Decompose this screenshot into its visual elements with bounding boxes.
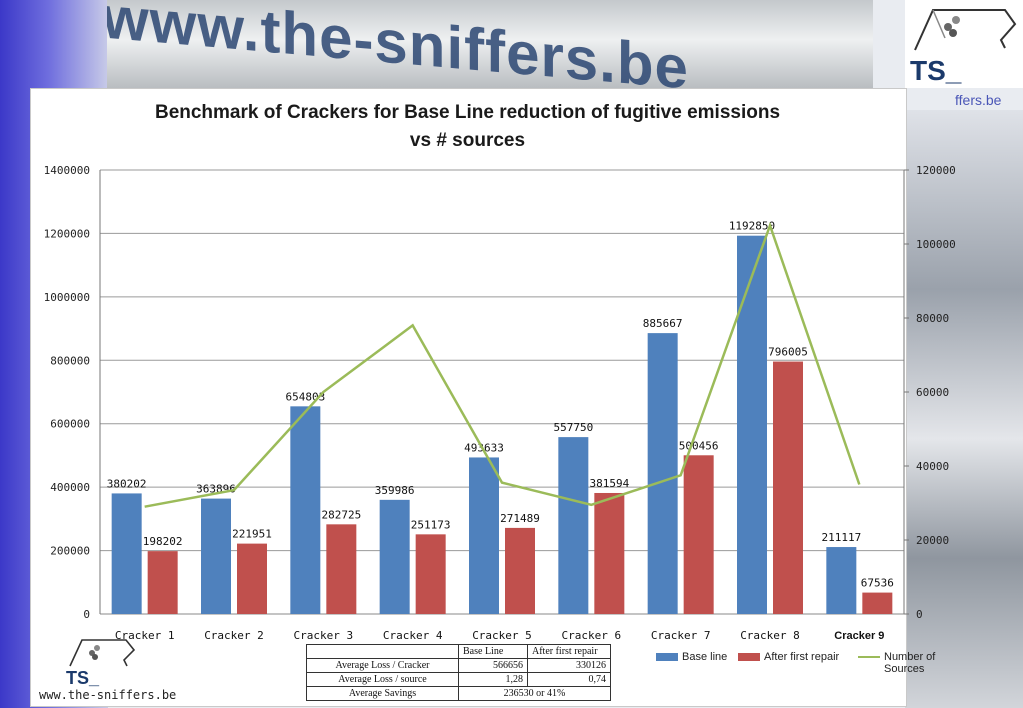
legend-repair: After first repair — [738, 651, 839, 663]
summary-row-savings: 236530 or 41% — [458, 686, 611, 701]
y-tick-label: 1200000 — [44, 227, 90, 240]
x-tick-label: Cracker 6 — [562, 629, 622, 642]
data-label: 885667 — [643, 317, 683, 330]
summary-row: Average Savings 236530 or 41% — [306, 686, 611, 701]
y-tick-label: 1000000 — [44, 291, 90, 304]
data-label: 198202 — [143, 535, 183, 548]
number-of-sources-line — [144, 221, 861, 508]
summary-row-label: Average Loss / source — [306, 672, 459, 687]
base-line-bar — [379, 499, 410, 614]
summary-table: Base Line After first repair Average Los… — [306, 644, 611, 701]
y2-tick-label: 120000 — [916, 164, 956, 177]
data-label: 557750 — [553, 421, 593, 434]
legend-base-swatch — [656, 653, 678, 662]
after-repair-bar — [505, 527, 535, 614]
x-tick-label: Cracker 5 — [472, 629, 532, 642]
after-repair-bar — [147, 551, 178, 614]
y-tick-label: 800000 — [50, 354, 90, 367]
y-tick-label: 200000 — [50, 545, 90, 558]
x-tick-label: Cracker 3 — [294, 629, 354, 642]
ts-logo-top: TS_ — [905, 0, 1023, 88]
summary-row-after: 0,74 — [527, 672, 611, 687]
x-tick-label: Cracker 1 — [115, 629, 175, 642]
summary-row-base: 566656 — [458, 658, 528, 673]
website-banner: www.the-sniffers.be — [107, 0, 873, 88]
legend-repair-label: After first repair — [764, 651, 840, 663]
after-repair-bar — [862, 592, 893, 614]
y2-tick-label: 100000 — [916, 238, 956, 251]
base-line-bar — [737, 235, 767, 614]
summary-row: Average Loss / Cracker 566656 330126 — [306, 658, 611, 673]
legend-repair-swatch — [738, 653, 760, 662]
after-repair-bar — [326, 524, 357, 614]
summary-header-empty — [306, 644, 459, 659]
base-line-bar — [647, 333, 678, 614]
data-label: 381594 — [589, 477, 629, 490]
logo-text: TS_ — [910, 55, 962, 86]
data-label: 380202 — [107, 477, 147, 490]
data-label: 359986 — [375, 484, 415, 497]
data-label: 67536 — [861, 577, 894, 590]
legend-sources: Number of Sources — [858, 651, 935, 675]
summary-row: Average Loss / source 1,28 0,74 — [306, 672, 611, 687]
ts-logo-small-icon: TS_ — [66, 639, 136, 688]
data-label: 221951 — [232, 528, 272, 541]
data-label: 271489 — [500, 512, 540, 525]
after-repair-bar — [237, 543, 267, 614]
after-repair-bar — [773, 361, 803, 614]
legend-sources-label-2: Sources — [884, 663, 925, 675]
summary-row-label: Average Loss / Cracker — [306, 658, 459, 673]
data-label: 211117 — [821, 531, 861, 544]
data-label: 796005 — [768, 346, 808, 359]
data-label: 493633 — [464, 441, 504, 454]
legend-base-label: Base line — [682, 651, 728, 663]
base-line-bar — [290, 406, 321, 614]
legend-sources-swatch — [858, 656, 880, 659]
x-tick-label: Cracker 7 — [651, 629, 711, 642]
data-label: 251173 — [411, 518, 451, 531]
right-background-image — [905, 110, 1023, 708]
chart-subtitle: vs # sources — [409, 130, 526, 151]
summary-header-base: Base Line — [458, 644, 528, 659]
y2-tick-label: 40000 — [916, 460, 949, 473]
data-label: 1192850 — [729, 220, 775, 233]
chart-title: Benchmark of Crackers for Base Line redu… — [154, 102, 781, 123]
x-tick-label: Cracker 9 — [834, 630, 884, 642]
base-line-bar — [826, 547, 857, 614]
website-url-right: ffers.be — [955, 92, 1002, 108]
data-label: 500456 — [679, 439, 719, 452]
y-tick-label: 0 — [83, 608, 90, 621]
summary-row-base: 1,28 — [458, 672, 528, 687]
base-line-bar — [111, 493, 142, 614]
after-repair-bar — [594, 492, 625, 614]
legend-base: Base line — [656, 651, 727, 663]
data-label: 282725 — [321, 508, 361, 521]
website-url-bottom: www.the-sniffers.be — [39, 688, 177, 702]
y-tick-label: 1400000 — [44, 164, 90, 177]
y2-tick-label: 60000 — [916, 386, 949, 399]
x-tick-label: Cracker 4 — [383, 629, 443, 642]
y2-tick-label: 0 — [916, 608, 923, 621]
y-tick-label: 600000 — [50, 418, 90, 431]
y2-tick-label: 80000 — [916, 312, 949, 325]
y2-tick-label: 20000 — [916, 534, 949, 547]
y-tick-label: 400000 — [50, 481, 90, 494]
base-line-bar — [558, 437, 589, 614]
after-repair-bar — [415, 534, 446, 614]
legend-sources-label-1: Number of — [884, 651, 936, 663]
summary-row-after: 330126 — [527, 658, 611, 673]
logo-small-text: TS_ — [66, 668, 100, 688]
summary-header-after: After first repair — [527, 644, 611, 659]
x-tick-label: Cracker 2 — [204, 629, 264, 642]
base-line-bar — [201, 498, 231, 614]
ts-logo-icon: TS_ — [910, 9, 1017, 86]
summary-row-label: Average Savings — [306, 686, 459, 701]
summary-header-row: Base Line After first repair — [306, 644, 611, 659]
after-repair-bar — [683, 455, 714, 614]
base-line-bar — [469, 457, 499, 614]
x-tick-label: Cracker 8 — [740, 629, 800, 642]
